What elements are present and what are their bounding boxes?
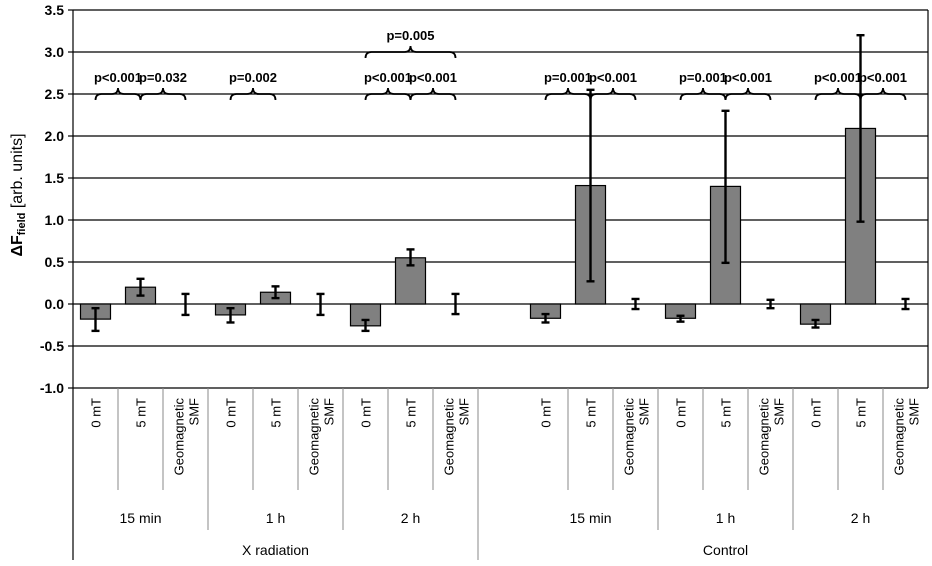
y-axis-label: ΔFfield [arb. units]: [9, 133, 28, 256]
subgroup-label: 1 h: [266, 510, 285, 526]
y-tick-label: 2.0: [45, 128, 65, 144]
p-value-label: p<0.001: [364, 70, 412, 85]
category-label: 0 mT: [224, 398, 239, 428]
category-label: 5 mT: [134, 398, 149, 428]
category-label: 5 mT: [404, 398, 419, 428]
error-bars: [91, 34, 910, 333]
subgroup-label: 15 min: [119, 510, 161, 526]
category-label: 0 mT: [674, 398, 689, 428]
category-label: 5 mT: [584, 398, 599, 428]
y-tick-label: 2.5: [45, 86, 65, 102]
significance-brace: [679, 87, 727, 101]
significance-brace: [139, 87, 187, 101]
p-value-label: p=0.032: [139, 70, 187, 85]
category-axis: 0 mT 5 mT GeomagneticSMF 15 min 0 mT 5 mT Geom…: [89, 398, 922, 558]
category-label: 0 mT: [89, 398, 104, 428]
category-label: 0 mT: [359, 398, 374, 428]
subgroup-label: 2 h: [851, 510, 870, 526]
significance-brace: [94, 87, 142, 101]
category-label: GeomagneticSMF: [442, 398, 472, 476]
p-value-label: p<0.001: [859, 70, 907, 85]
significance-brace: [724, 87, 772, 101]
subgroup-label: 15 min: [569, 510, 611, 526]
y-tick-label: -0.5: [40, 338, 64, 354]
category-label: 5 mT: [719, 398, 734, 428]
y-tick-label: 1.5: [45, 170, 65, 186]
axes: [68, 9, 929, 560]
category-label: GeomagneticSMF: [172, 398, 202, 476]
bars: [79, 127, 877, 327]
y-tick-labels: -1.0 -0.5 0.0 0.5 1.0 1.5 2.0 2.5 3.0 3.5: [40, 2, 64, 396]
significance-brace: [814, 87, 862, 101]
p-value-label: p<0.001: [724, 70, 772, 85]
significance-brace: [229, 87, 277, 101]
y-tick-label: 1.0: [45, 212, 65, 228]
significance-brace: [859, 87, 907, 101]
category-label: GeomagneticSMF: [757, 398, 787, 476]
gridlines: [73, 9, 928, 389]
p-value-label: p<0.001: [814, 70, 862, 85]
category-label: GeomagneticSMF: [892, 398, 922, 476]
significance-brace: [364, 87, 412, 101]
group-label: Control: [703, 542, 748, 558]
category-label: GeomagneticSMF: [622, 398, 652, 476]
significance-brace: [409, 87, 457, 101]
p-value-label: p=0.001: [544, 70, 592, 85]
category-label: GeomagneticSMF: [307, 398, 337, 476]
category-label: 0 mT: [539, 398, 554, 428]
p-value-label: p<0.001: [589, 70, 637, 85]
p-value-label: p=0.002: [229, 70, 277, 85]
significance-brace: [364, 45, 457, 59]
p-value-label: p=0.005: [386, 28, 434, 43]
significance-brace: [589, 87, 637, 101]
p-value-label: p<0.001: [409, 70, 457, 85]
group-label: X radiation: [242, 542, 309, 558]
y-tick-label: -1.0: [40, 380, 64, 396]
p-value-label: p<0.001: [94, 70, 142, 85]
subgroup-label: 1 h: [716, 510, 735, 526]
y-tick-label: 3.0: [45, 44, 65, 60]
y-tick-label: 0.0: [45, 296, 65, 312]
y-tick-label: 0.5: [45, 254, 65, 270]
category-label: 5 mT: [269, 398, 284, 428]
category-label: 5 mT: [854, 398, 869, 428]
p-value-label: p=0.001: [679, 70, 727, 85]
y-tick-label: 3.5: [45, 2, 65, 18]
significance-brace: [544, 87, 592, 101]
subgroup-label: 2 h: [401, 510, 420, 526]
category-label: 0 mT: [809, 398, 824, 428]
